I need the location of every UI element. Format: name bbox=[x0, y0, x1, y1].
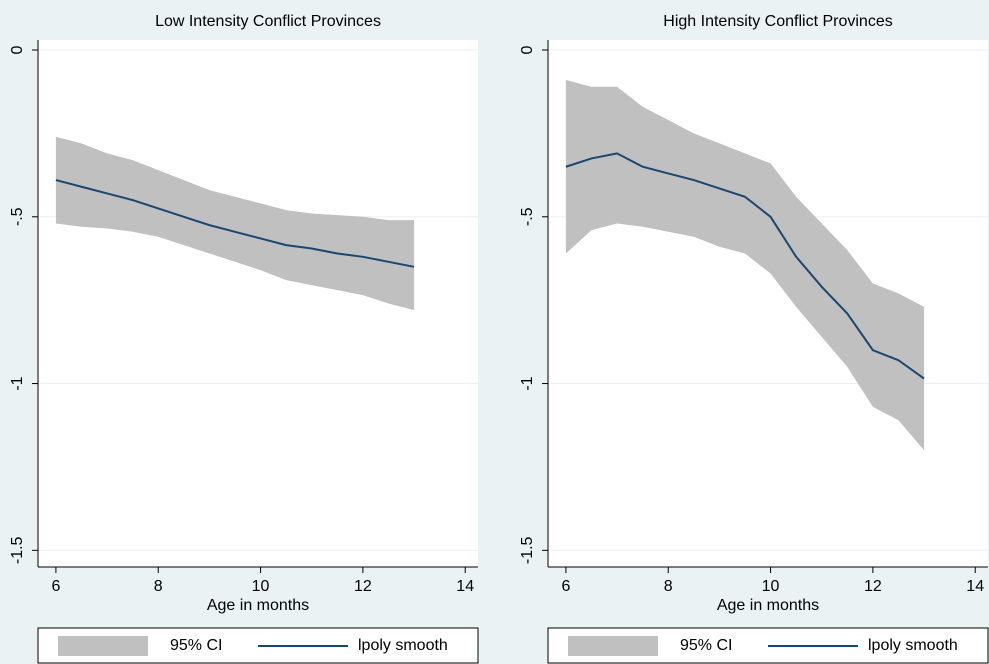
ci-band bbox=[55, 136, 415, 311]
chart-title: Low Intensity Conflict Provinces bbox=[155, 13, 381, 30]
x-tick-label: 6 bbox=[561, 578, 570, 595]
x-tick-label: 10 bbox=[252, 578, 270, 595]
ci-band bbox=[565, 80, 925, 451]
smooth-line bbox=[55, 179, 415, 268]
legend-swatch bbox=[568, 636, 658, 656]
legend-label: lpoly smooth bbox=[868, 637, 958, 654]
x-tick-label: 10 bbox=[762, 578, 780, 595]
y-tick-label: -1 bbox=[9, 376, 26, 390]
x-tick-label: 14 bbox=[456, 578, 474, 595]
y-tick-label: -1.5 bbox=[519, 536, 536, 564]
legend-label: 95% CI bbox=[170, 637, 222, 654]
x-tick-label: 12 bbox=[354, 578, 372, 595]
legend-swatch bbox=[58, 636, 148, 656]
y-tick-label: -1 bbox=[519, 376, 536, 390]
y-tick-label: 0 bbox=[9, 45, 26, 54]
x-tick-label: 12 bbox=[864, 578, 882, 595]
x-tick-label: 8 bbox=[664, 578, 673, 595]
y-tick-label: 0 bbox=[519, 45, 536, 54]
y-tick-label: -.5 bbox=[519, 207, 536, 226]
x-tick-label: 14 bbox=[966, 578, 984, 595]
legend-label: 95% CI bbox=[680, 637, 732, 654]
legend-label: lpoly smooth bbox=[358, 637, 448, 654]
x-axis-label: Age in months bbox=[207, 597, 309, 614]
y-tick-label: -1.5 bbox=[9, 536, 26, 564]
x-tick-label: 8 bbox=[154, 578, 163, 595]
chart-title: High Intensity Conflict Provinces bbox=[663, 13, 892, 30]
x-tick-label: 6 bbox=[51, 578, 60, 595]
smooth-line bbox=[565, 152, 925, 380]
y-tick-label: -.5 bbox=[9, 207, 26, 226]
x-axis-label: Age in months bbox=[717, 597, 819, 614]
